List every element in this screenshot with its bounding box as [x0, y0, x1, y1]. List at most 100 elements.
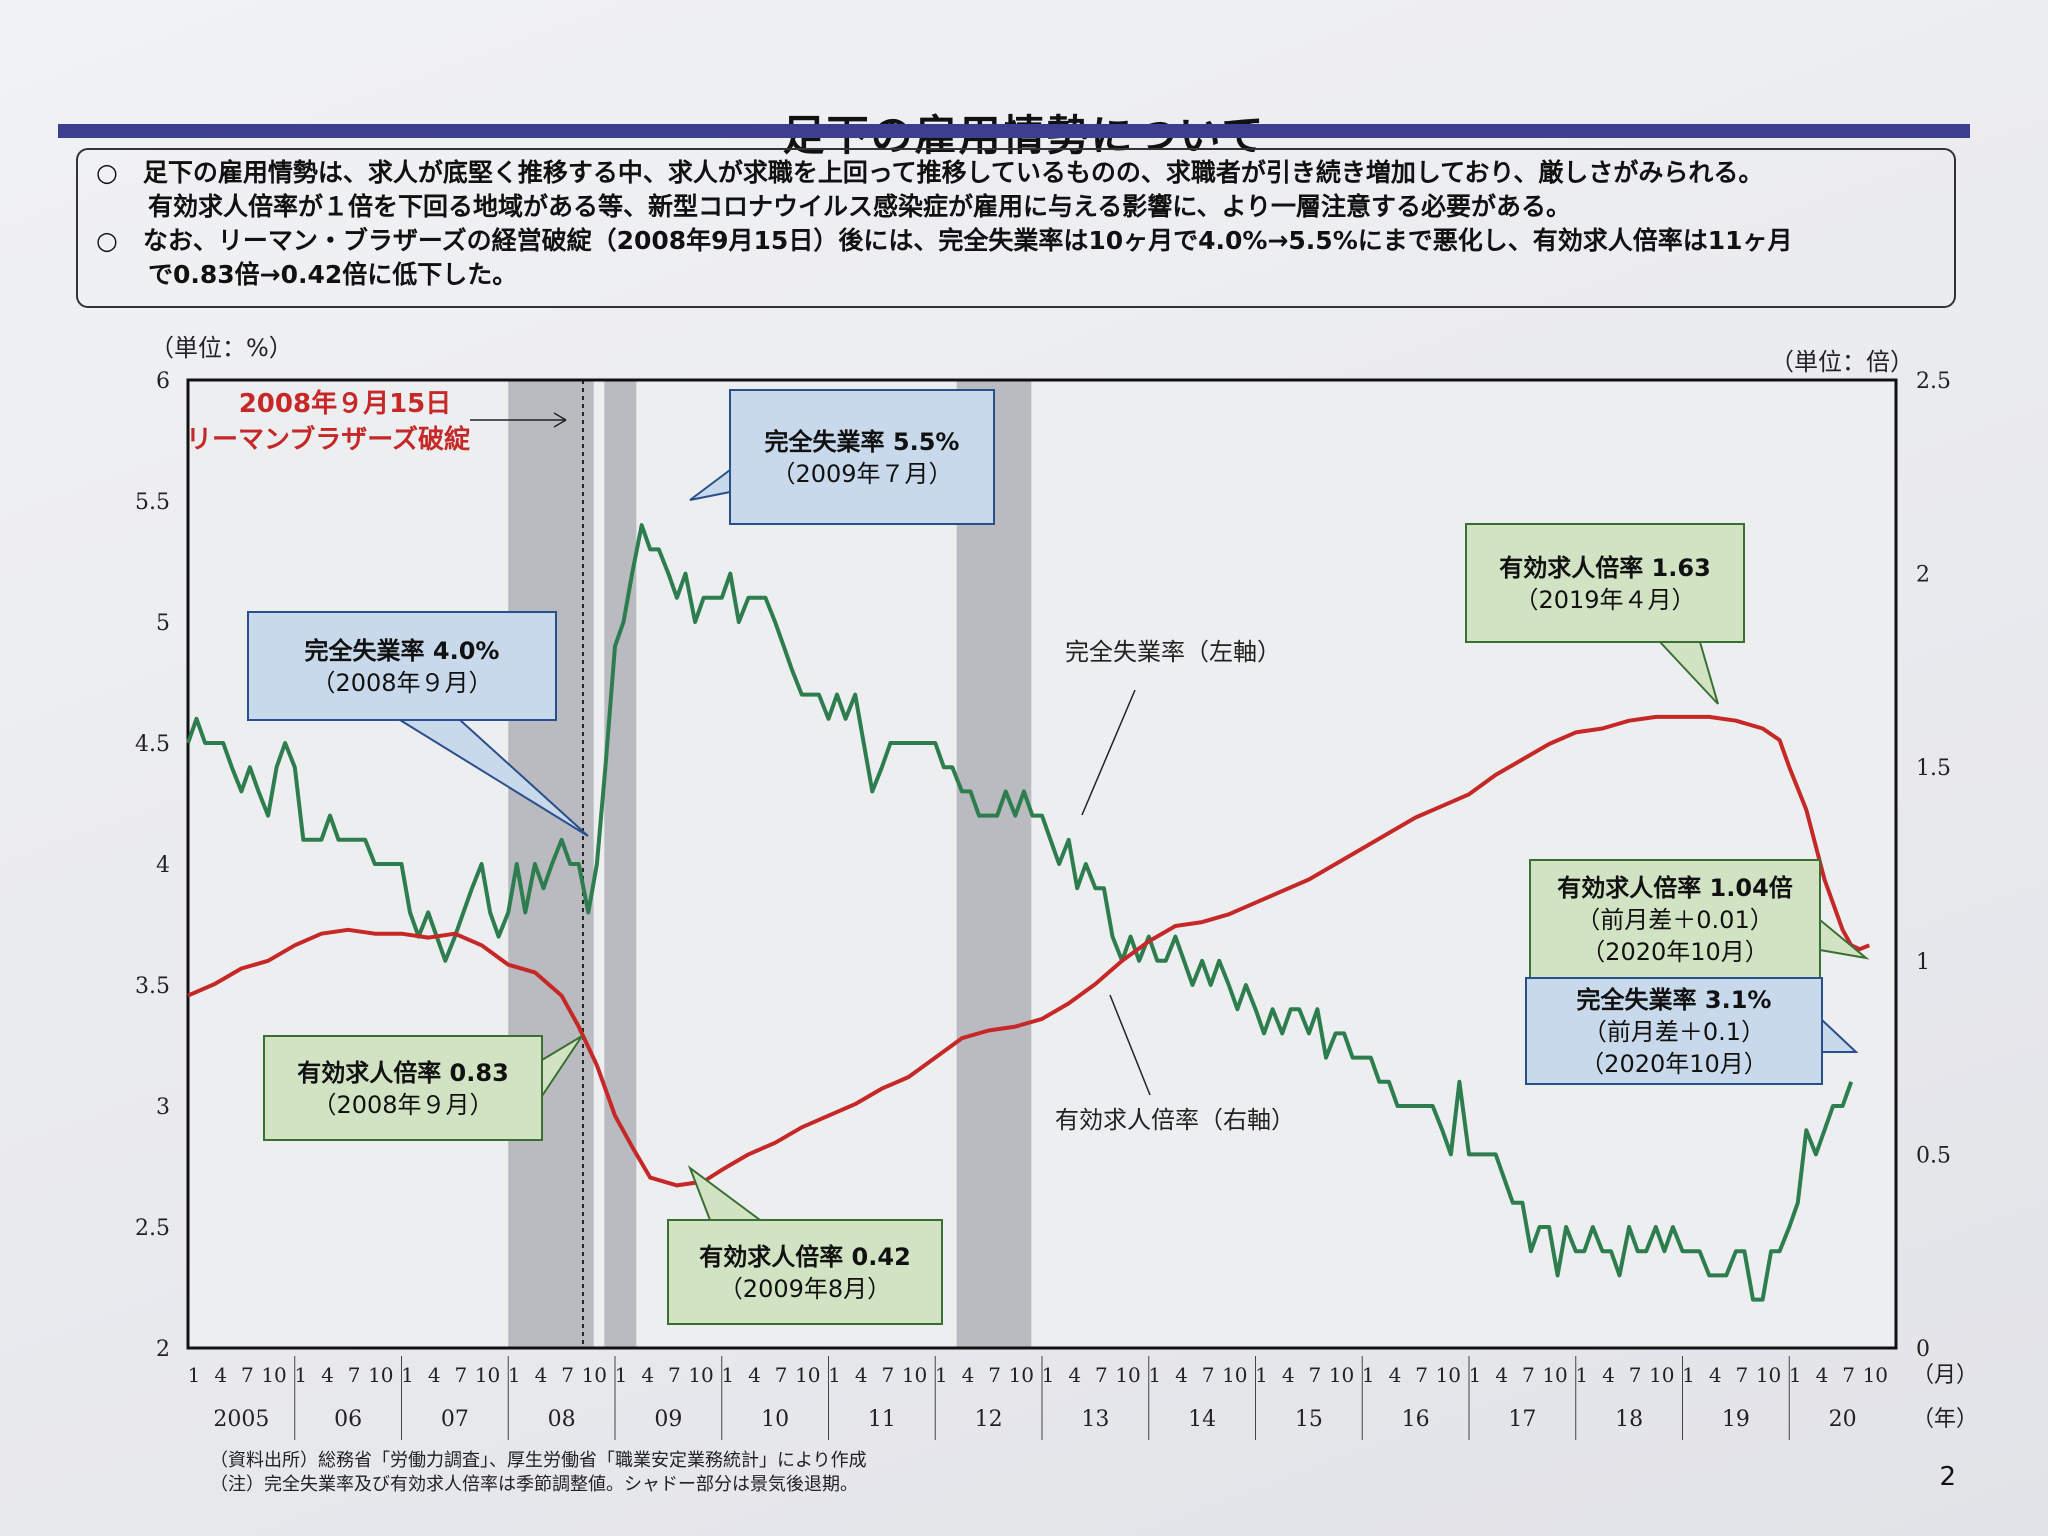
y-right-tick-3: 1.5 — [1916, 756, 1951, 781]
x-month-tick: 1 — [188, 1363, 201, 1387]
footnote: （注）完全失業率及び有効求人倍率は季節調整値。シャドー部分は景気後退期。 — [210, 1474, 858, 1495]
summary-line-1: ○ 足下の雇用情勢は、求人が底堅く推移する中、求人が求職を上回って推移しているも… — [96, 158, 1764, 187]
lehman-arrowhead — [553, 412, 567, 428]
y-right-tick-2: 1 — [1916, 950, 1930, 975]
y-left-tick-6: 5 — [156, 611, 170, 636]
callout-text-4: 有効求人倍率 0.42 — [699, 1243, 911, 1271]
x-month-tick: 4 — [214, 1363, 227, 1387]
x-month-tick: 1 — [615, 1363, 628, 1387]
x-month-tick: 7 — [455, 1363, 468, 1387]
x-month-tick: 1 — [828, 1363, 841, 1387]
x-month-tick: 4 — [1389, 1363, 1402, 1387]
x-month-tick: 7 — [241, 1363, 254, 1387]
x-month-tick: 7 — [1736, 1363, 1749, 1387]
x-year-label: 08 — [548, 1407, 576, 1432]
x-month-tick: 1 — [1148, 1363, 1161, 1387]
lehman-label-event: リーマンブラザーズ破綻 — [186, 424, 471, 455]
x-month-tick: 4 — [428, 1363, 441, 1387]
callout-box-3 — [263, 1035, 543, 1141]
x-month-tick: 7 — [1095, 1363, 1108, 1387]
callout-text-2: 有効求人倍率 1.63 — [1499, 554, 1711, 582]
callout-text-1: 完全失業率 5.5% — [765, 428, 960, 456]
series-label-unemployment: 完全失業率（左軸） — [1065, 638, 1281, 666]
x-year-label: 10 — [761, 1407, 789, 1432]
x-month-tick: 10 — [475, 1363, 500, 1387]
x-year-label: 15 — [1295, 1407, 1323, 1432]
y-left-tick-2: 3 — [156, 1095, 170, 1120]
callout-text-2: （2019年４月） — [1514, 586, 1695, 614]
summary-box: ○ 足下の雇用情勢は、求人が底堅く推移する中、求人が求職を上回って推移しているも… — [76, 148, 1956, 308]
x-year-label: 06 — [334, 1407, 362, 1432]
x-month-tick: 7 — [348, 1363, 361, 1387]
x-month-tick: 7 — [668, 1363, 681, 1387]
x-year-label: 09 — [654, 1407, 682, 1432]
x-month-tick: 10 — [1222, 1363, 1247, 1387]
x-year-label: 19 — [1722, 1407, 1750, 1432]
x-month-tick: 10 — [582, 1363, 607, 1387]
x-month-tick: 1 — [508, 1363, 521, 1387]
x-year-label: 12 — [975, 1407, 1003, 1432]
lehman-label-date: 2008年９月15日 — [239, 388, 452, 419]
callout-text-5: （2020年10月） — [1581, 938, 1769, 966]
x-month-tick: 4 — [1068, 1363, 1081, 1387]
y-left-tick-3: 3.5 — [135, 974, 170, 999]
x-month-tick: 4 — [1709, 1363, 1722, 1387]
x-month-tick: 7 — [1202, 1363, 1215, 1387]
x-year-label: 17 — [1508, 1407, 1536, 1432]
x-month-tick: 1 — [1255, 1363, 1268, 1387]
x-month-tick: 10 — [795, 1363, 820, 1387]
x-month-tick: 10 — [1009, 1363, 1034, 1387]
y-left-tick-7: 5.5 — [135, 490, 170, 515]
x-month-tick: 10 — [1649, 1363, 1674, 1387]
y-left-tick-4: 4 — [156, 853, 170, 878]
x-month-tick: 10 — [1542, 1363, 1567, 1387]
y-right-unit: （単位：倍） — [1770, 348, 1914, 376]
x-month-tick: 1 — [721, 1363, 734, 1387]
y-right-tick-1: 0.5 — [1916, 1143, 1951, 1168]
callout-box-2 — [1465, 523, 1745, 643]
y-left-tick-0: 2 — [156, 1337, 170, 1362]
x-year-label: 13 — [1081, 1407, 1109, 1432]
x-month-tick: 1 — [1469, 1363, 1482, 1387]
x-year-label: 20 — [1829, 1407, 1857, 1432]
callout-text-5: （前月差＋0.01） — [1576, 906, 1773, 934]
x-month-tick: 1 — [935, 1363, 948, 1387]
callout-text-4: （2009年8月） — [719, 1275, 891, 1303]
x-month-tick: 4 — [1282, 1363, 1295, 1387]
y-left-tick-5: 4.5 — [135, 732, 170, 757]
x-month-tick: 4 — [1495, 1363, 1508, 1387]
x-month-tick: 7 — [1629, 1363, 1642, 1387]
summary-line-2: 有効求人倍率が１倍を下回る地域がある等、新型コロナウイルス感染症が雇用に与える影… — [148, 192, 1572, 221]
callout-text-6: 完全失業率 3.1% — [1577, 986, 1772, 1014]
x-year-label: 07 — [441, 1407, 469, 1432]
callout-box-4 — [667, 1219, 943, 1325]
y-left-tick-1: 2.5 — [135, 1216, 170, 1241]
callout-text-5: 有効求人倍率 1.04倍 — [1557, 874, 1793, 902]
x-month-tick: 10 — [902, 1363, 927, 1387]
x-month-tick: 4 — [1816, 1363, 1829, 1387]
x-month-tick: 1 — [1789, 1363, 1802, 1387]
y-right-tick-5: 2.5 — [1916, 369, 1951, 394]
summary-line-3: ○ なお、リーマン・ブラザーズの経営破綻（2008年9月15日）後には、完全失業… — [96, 226, 1793, 255]
x-month-tick: 4 — [748, 1363, 761, 1387]
x-month-tick: 7 — [775, 1363, 788, 1387]
callout-box-6 — [1525, 977, 1823, 1085]
summary-line-4: で0.83倍→0.42倍に低下した。 — [148, 260, 518, 289]
recession-shade-1 — [604, 380, 637, 1348]
x-year-label: 2005 — [213, 1407, 269, 1432]
source-note: （資料出所）総務省「労働力調査」、厚生労働省「職業安定業務統計」により作成 — [210, 1450, 867, 1471]
x-month-tick: 7 — [1522, 1363, 1535, 1387]
callout-text-0: （2008年９月） — [311, 669, 492, 697]
x-month-tick: 10 — [368, 1363, 393, 1387]
x-year-unit: （年） — [1912, 1407, 1978, 1432]
recession-shade-2 — [956, 380, 1032, 1348]
x-month-tick: 4 — [1175, 1363, 1188, 1387]
x-year-label: 11 — [868, 1407, 896, 1432]
series-line-1 — [187, 714, 1871, 1188]
series-label-openings: 有効求人倍率（右軸） — [1055, 1106, 1295, 1134]
y-left-unit: （単位：%） — [150, 334, 293, 362]
callout-box-0 — [247, 611, 557, 721]
x-month-tick: 10 — [261, 1363, 286, 1387]
